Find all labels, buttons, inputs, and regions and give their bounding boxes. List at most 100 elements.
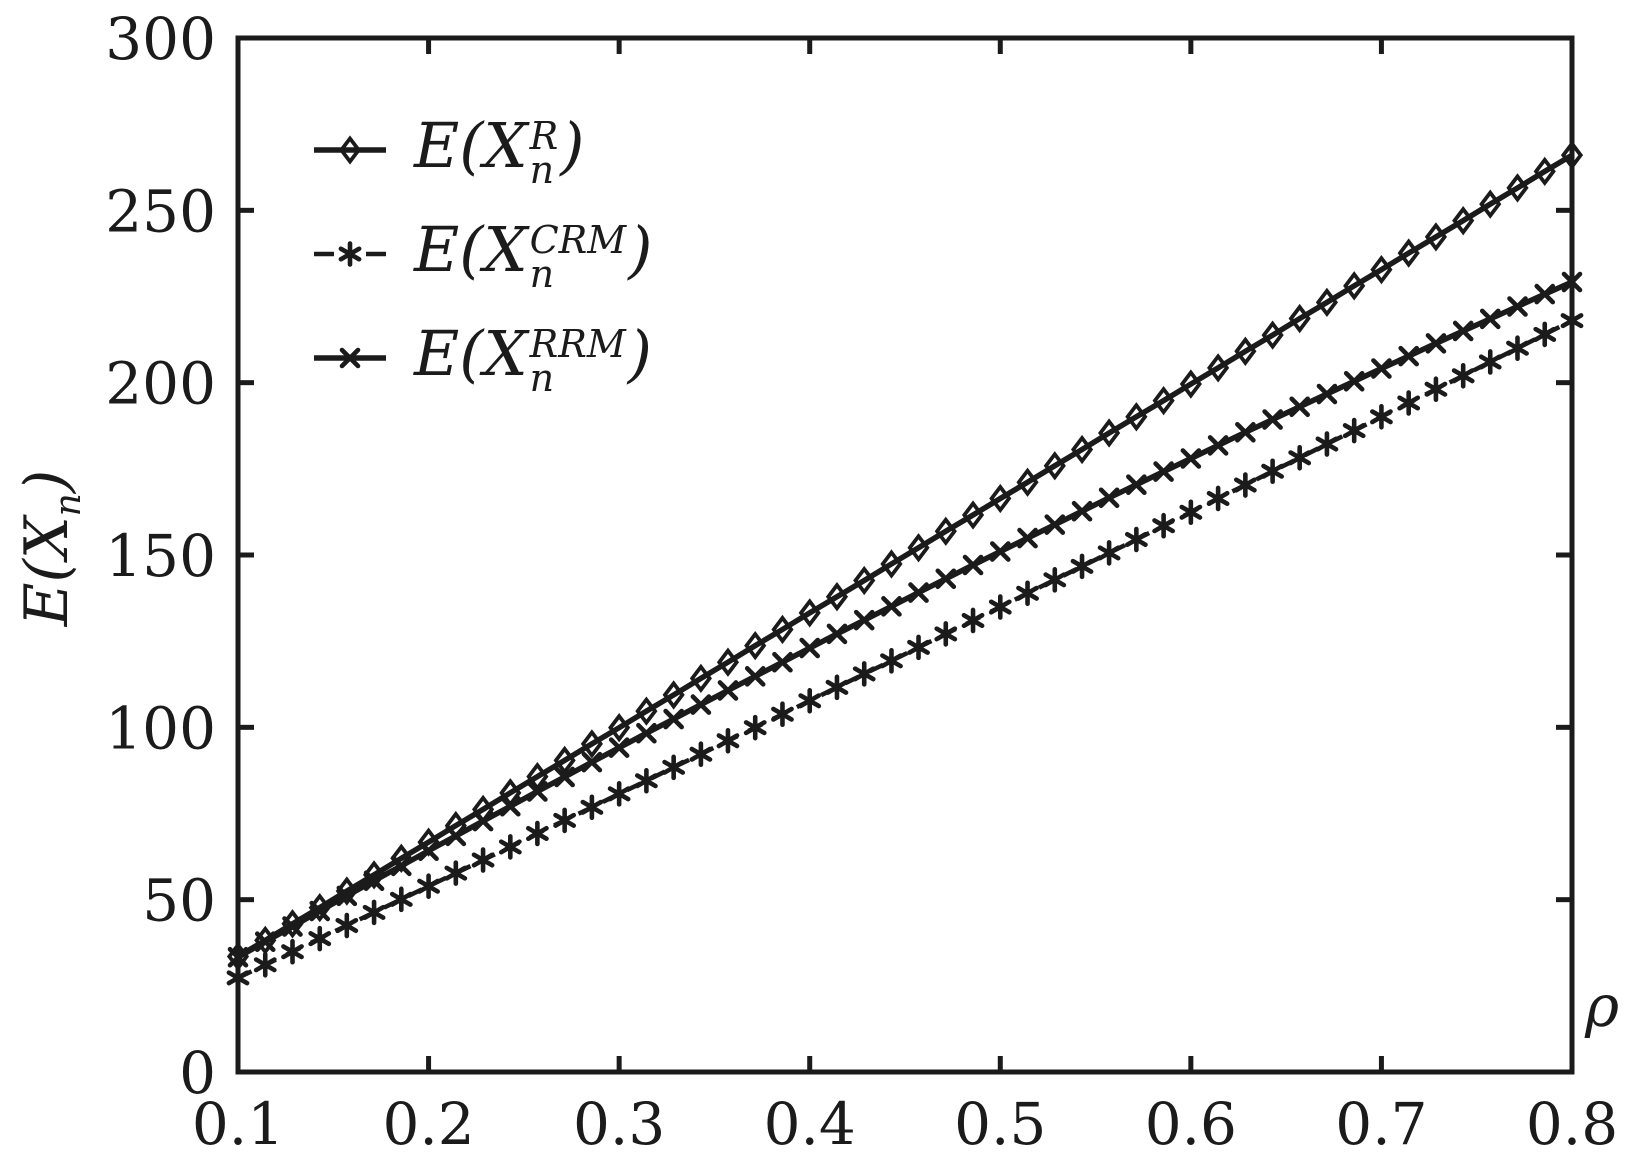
diamond-marker-icon [390,843,413,873]
diamond-marker-icon [961,500,985,530]
x-marker-icon [962,554,984,576]
y-tick-label: 200 [105,350,216,418]
series-rrm [227,271,1583,968]
diamond-marker-icon [1098,418,1121,448]
x-marker-icon [1289,396,1310,418]
x-marker-icon [254,931,276,953]
diamond-marker-icon [798,598,821,628]
diamond-marker-icon [1152,385,1175,416]
series-r [226,140,1584,972]
asterisk-marker-icon [281,938,304,965]
diamond-marker-icon [907,533,930,563]
x-tick-label: 0.5 [954,1090,1046,1158]
y-axis-label: E(Xn) [12,470,89,627]
x-axis-label: ρ [1584,972,1620,1040]
asterisk-marker-icon [743,714,767,741]
asterisk-marker-icon [553,807,577,834]
x-tick-label: 0.4 [764,1090,856,1158]
x-marker-icon [581,751,603,773]
x-marker-icon [989,541,1011,562]
asterisk-marker-icon [1043,567,1067,593]
diamond-marker-icon [362,860,386,890]
asterisk-marker-icon [444,860,468,886]
x-marker-icon [608,737,630,758]
diamond-marker-icon [771,614,794,645]
x-marker-icon [1098,487,1120,509]
asterisk-marker-icon [1124,526,1148,553]
asterisk-marker-icon [988,594,1012,620]
diamond-marker-icon [1125,402,1148,432]
asterisk-marker-icon [1397,390,1421,416]
x-marker-icon [1235,421,1256,443]
asterisk-marker-icon [580,794,604,821]
diamond-marker-icon [1452,206,1475,236]
asterisk-marker-icon [961,607,985,634]
x-marker-icon [1452,320,1474,342]
diamond-marker-icon [553,745,576,776]
asterisk-marker-icon [1533,321,1557,348]
asterisk-marker-icon [1152,512,1176,539]
x-tick-label: 0.7 [1335,1090,1427,1158]
y-axis-label-sub: n [48,493,89,517]
asterisk-marker-icon [1097,540,1121,566]
diamond-marker-icon [1179,369,1202,399]
x-tick-label: 0.1 [192,1090,284,1158]
x-tick-label: 0.8 [1526,1090,1618,1158]
asterisk-marker-icon [1179,499,1203,526]
diamond-marker-icon [1070,434,1094,465]
diamond-marker-icon [1479,189,1502,219]
diamond-marker-icon [1533,156,1556,187]
asterisk-marker-icon [362,899,386,926]
asterisk-marker-icon [1261,458,1285,485]
x-marker-icon [445,825,467,847]
x-marker-icon [799,637,821,659]
diamond-marker-icon [989,483,1012,514]
x-marker-icon [1425,333,1447,354]
asterisk-marker-icon [852,661,876,687]
x-marker-icon [363,870,385,892]
x-marker-icon [826,623,848,645]
asterisk-marker-icon [308,925,332,952]
x-marker-icon [636,722,657,744]
x-marker-icon [1180,448,1202,469]
x-marker-icon [690,694,712,715]
x-marker-icon [1207,435,1229,456]
x-marker-icon [935,568,957,590]
asterisk-marker-icon [226,965,250,991]
asterisk-marker-icon [934,621,958,647]
x-marker-icon [881,596,902,617]
asterisk-marker-icon [1560,307,1584,334]
asterisk-marker-icon [689,741,713,768]
diamond-marker-icon [744,630,767,661]
x-marker-icon [1262,409,1283,430]
x-marker-icon [1479,308,1501,330]
asterisk-marker-icon [525,820,549,847]
x-marker-icon [336,885,358,907]
diamond-marker-icon [716,647,740,677]
x-marker-icon [527,781,548,802]
asterisk-marker-icon [662,754,686,781]
x-marker-icon [1071,500,1093,522]
x-marker-icon [1153,461,1174,482]
diamond-marker-icon [1207,353,1230,383]
diamond-marker-icon [1261,320,1284,350]
diamond-marker-icon [853,565,876,596]
asterisk-marker-icon [1288,445,1312,471]
asterisk-marker-icon [825,674,849,701]
diamond-marker-icon [1043,451,1066,481]
asterisk-marker-icon [417,873,440,900]
y-axis-label-prefix: E(X [12,516,82,627]
x-marker-icon [663,708,684,730]
x-marker-icon [1534,283,1556,305]
diamond-marker-icon [608,713,631,743]
asterisk-marker-icon [1478,349,1502,375]
asterisk-marker-icon [798,687,822,714]
x-marker-icon [1316,383,1338,405]
x-marker-icon [500,795,521,817]
diamond-marker-icon [1560,140,1584,170]
x-marker-icon [717,680,739,701]
asterisk-marker-icon [471,847,495,873]
asterisk-marker-icon [498,834,522,860]
y-tick-label: 50 [142,867,216,935]
